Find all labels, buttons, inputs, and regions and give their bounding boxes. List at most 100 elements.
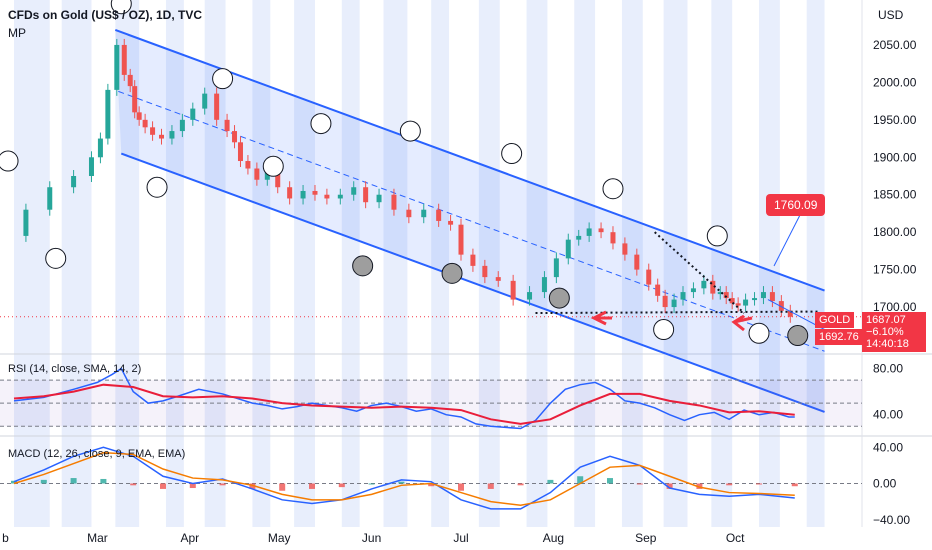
- x-axis-label: Aug: [543, 531, 564, 545]
- candle-body: [495, 277, 501, 281]
- channel-upper-line: [114, 29, 825, 292]
- support-dotted-line: [535, 310, 819, 315]
- chart-title: CFDs on Gold (US$ / OZ), 1D, TVC: [8, 8, 203, 22]
- candle-body: [565, 239, 571, 259]
- candle-body: [769, 292, 775, 302]
- price-tick-label: 1750.00: [873, 263, 917, 277]
- session-band: [431, 0, 450, 527]
- annotation-circle: [748, 322, 770, 344]
- rsi-title: RSI (14, close, SMA, 14, 2): [8, 363, 142, 375]
- annotation-circle: [501, 143, 523, 165]
- macd-histogram-bar: [428, 483, 435, 487]
- red-arrow-marker: [590, 310, 612, 326]
- red-arrow-marker: [731, 314, 753, 332]
- session-band: [115, 0, 140, 527]
- macd-histogram-bar: [160, 483, 166, 489]
- candle-body: [159, 134, 165, 139]
- session-band: [383, 0, 408, 527]
- macd-histogram-bar: [249, 483, 256, 489]
- candle-body: [142, 119, 148, 128]
- rsi-tick-label: 40.00: [873, 408, 903, 422]
- annotation-circle: [399, 120, 421, 142]
- candle-body: [787, 310, 793, 317]
- candle-body: [752, 298, 758, 301]
- candle-body: [510, 280, 516, 300]
- macd-histogram-bar: [577, 476, 584, 484]
- session-band: [204, 0, 226, 527]
- candle-body: [458, 224, 464, 255]
- candle-body: [735, 303, 741, 306]
- candle-body: [717, 292, 723, 295]
- candle-body: [527, 292, 533, 300]
- candle-body: [337, 194, 343, 199]
- callout-leader: [773, 214, 801, 267]
- macd-histogram-bar: [398, 481, 405, 484]
- macd-histogram-bar: [338, 483, 345, 488]
- candle-body: [254, 168, 260, 180]
- session-band: [294, 0, 315, 527]
- candle-body: [264, 172, 270, 180]
- candle-body: [237, 142, 243, 162]
- macd-tick-label: 0.00: [873, 477, 897, 491]
- price-tick-label: 1950.00: [873, 113, 917, 127]
- candle-body: [97, 138, 103, 158]
- price-change: −6.10%: [866, 326, 904, 338]
- macd-signal-line: [13, 451, 795, 507]
- candle-body: [541, 277, 547, 293]
- indicator-mp: MP: [8, 26, 26, 40]
- candle-body: [729, 298, 735, 304]
- x-axis-label: Oct: [726, 531, 745, 545]
- annotation-circle: [653, 319, 675, 341]
- candle-body: [710, 280, 716, 294]
- candle-body: [169, 131, 175, 139]
- candle-body: [312, 190, 318, 195]
- annotation-circle: [787, 325, 809, 347]
- session-band: [574, 0, 596, 527]
- annotation-circle: [0, 150, 19, 172]
- candle-body: [179, 119, 185, 132]
- macd-histogram-bar: [696, 483, 703, 489]
- macd-histogram-bar: [458, 483, 464, 491]
- session-band: [478, 0, 500, 527]
- candle-body: [586, 228, 592, 236]
- macd-histogram-bar: [130, 483, 137, 486]
- candle-body: [190, 108, 196, 120]
- session-band: [252, 0, 271, 527]
- annotation-circle: [706, 225, 728, 247]
- rsi-tick-label: 80.00: [873, 362, 903, 376]
- candle-body: [690, 288, 696, 293]
- candle-body: [245, 161, 251, 169]
- macd-title: MACD (12, 26, close, 9, EMA, EMA): [8, 448, 186, 460]
- session-band: [14, 0, 50, 527]
- x-axis-label: Jun: [362, 531, 381, 545]
- candle-body: [287, 187, 293, 199]
- candle-body: [114, 44, 120, 90]
- session-band: [663, 0, 688, 527]
- candle-body: [105, 89, 111, 139]
- candle-body: [150, 127, 156, 135]
- candle-body: [622, 243, 628, 255]
- price-tick-label: 1900.00: [873, 150, 917, 164]
- candle-body: [421, 209, 427, 218]
- macd-histogram-bar: [279, 483, 286, 491]
- candle-body: [324, 194, 330, 199]
- annotation-circle: [146, 176, 168, 198]
- rsi-ma-line: [13, 383, 795, 425]
- symbol-badge: GOLD: [815, 312, 855, 328]
- candle-body: [610, 232, 616, 244]
- x-axis-label: Apr: [180, 531, 199, 545]
- candle-body: [88, 157, 94, 176]
- candle-body: [655, 284, 661, 296]
- macd-histogram-bar: [487, 483, 494, 489]
- annotation-circle: [212, 68, 234, 90]
- macd-histogram-bar: [607, 478, 613, 484]
- annotation-circle: [602, 178, 624, 200]
- x-axis-label: Mar: [87, 531, 108, 545]
- candle-body: [275, 172, 281, 188]
- annotation-circle: [110, 0, 132, 15]
- candle-body: [723, 292, 729, 299]
- annotation-circle: [548, 287, 570, 309]
- trend-dotted-line: [654, 231, 745, 314]
